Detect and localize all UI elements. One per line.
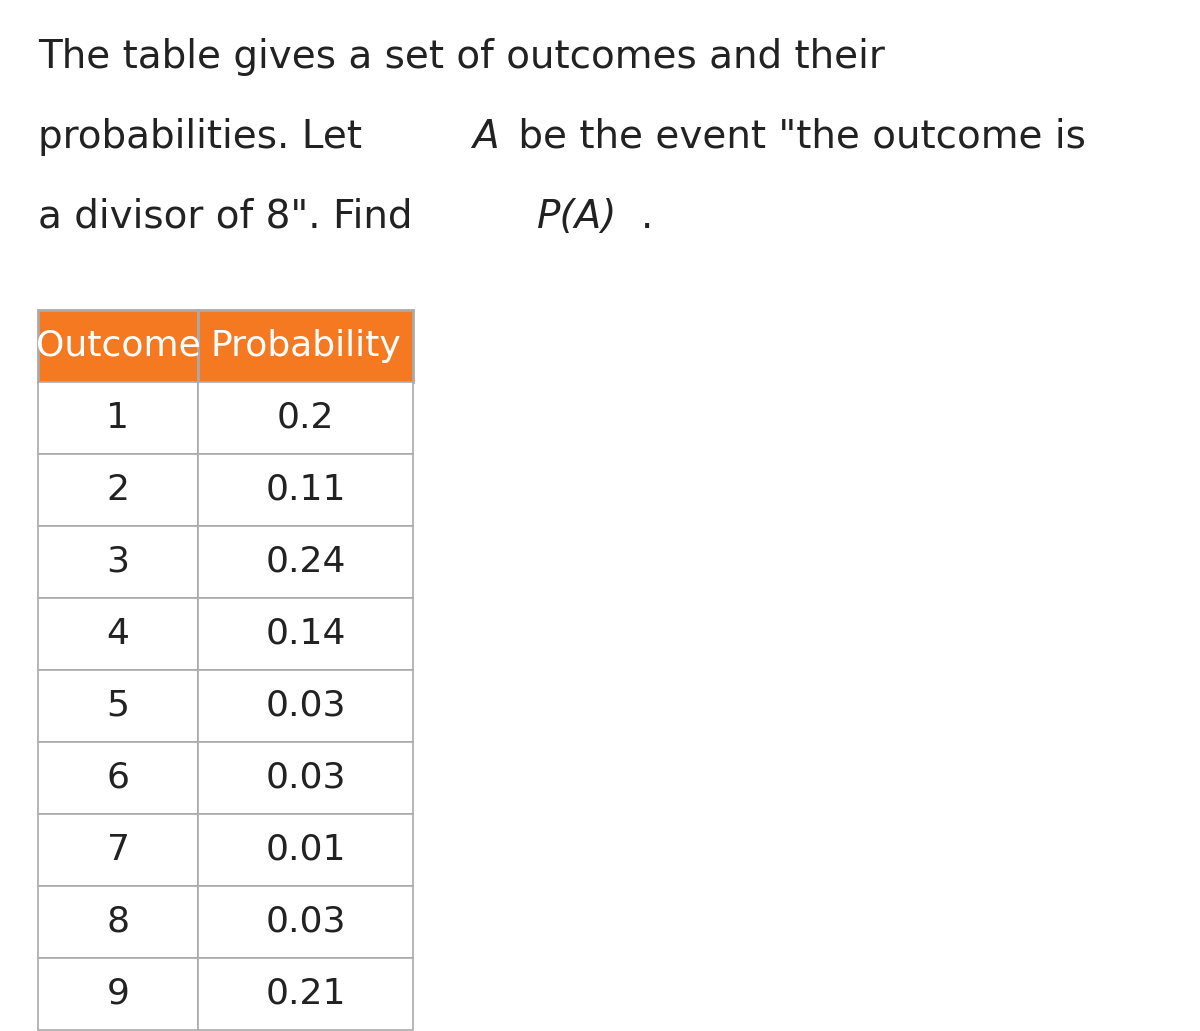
Text: 0.03: 0.03 [265,761,346,795]
Bar [38,742,198,814]
Bar [198,886,413,958]
Bar [198,310,413,383]
Text: Probability: Probability [210,329,401,363]
Text: 0.11: 0.11 [265,473,346,507]
Text: The table gives a set of outcomes and their: The table gives a set of outcomes and th… [38,38,884,76]
Bar [198,598,413,670]
Text: 8: 8 [107,905,130,939]
Bar [38,814,198,886]
Text: 0.03: 0.03 [265,689,346,723]
Text: 9: 9 [107,977,130,1011]
Bar [198,383,413,454]
Bar [38,886,198,958]
Bar [38,958,198,1030]
Text: 4: 4 [107,617,130,651]
Text: probabilities. Let: probabilities. Let [38,118,374,156]
Text: A: A [472,118,499,156]
Bar [38,310,198,383]
Bar [38,526,198,598]
Text: 7: 7 [107,833,130,867]
Bar [38,454,198,526]
Bar [198,742,413,814]
Text: 1: 1 [107,401,130,435]
Text: 0.14: 0.14 [265,617,346,651]
Text: .: . [641,198,653,236]
Bar [38,598,198,670]
Text: Outcome: Outcome [36,329,200,363]
Text: 0.24: 0.24 [265,545,346,579]
Text: 2: 2 [107,473,130,507]
Text: P(A): P(A) [538,198,618,236]
Text: be the event "the outcome is: be the event "the outcome is [506,118,1086,156]
Bar [198,814,413,886]
Text: 3: 3 [107,545,130,579]
Text: 0.01: 0.01 [265,833,346,867]
Text: a divisor of 8". Find: a divisor of 8". Find [38,198,425,236]
Text: 5: 5 [107,689,130,723]
Text: 0.03: 0.03 [265,905,346,939]
Bar [38,383,198,454]
Text: 0.2: 0.2 [277,401,335,435]
Bar [198,670,413,742]
Bar [38,670,198,742]
Bar [198,526,413,598]
Text: 0.21: 0.21 [265,977,346,1011]
Text: 6: 6 [107,761,130,795]
Bar [198,454,413,526]
Bar [198,958,413,1030]
